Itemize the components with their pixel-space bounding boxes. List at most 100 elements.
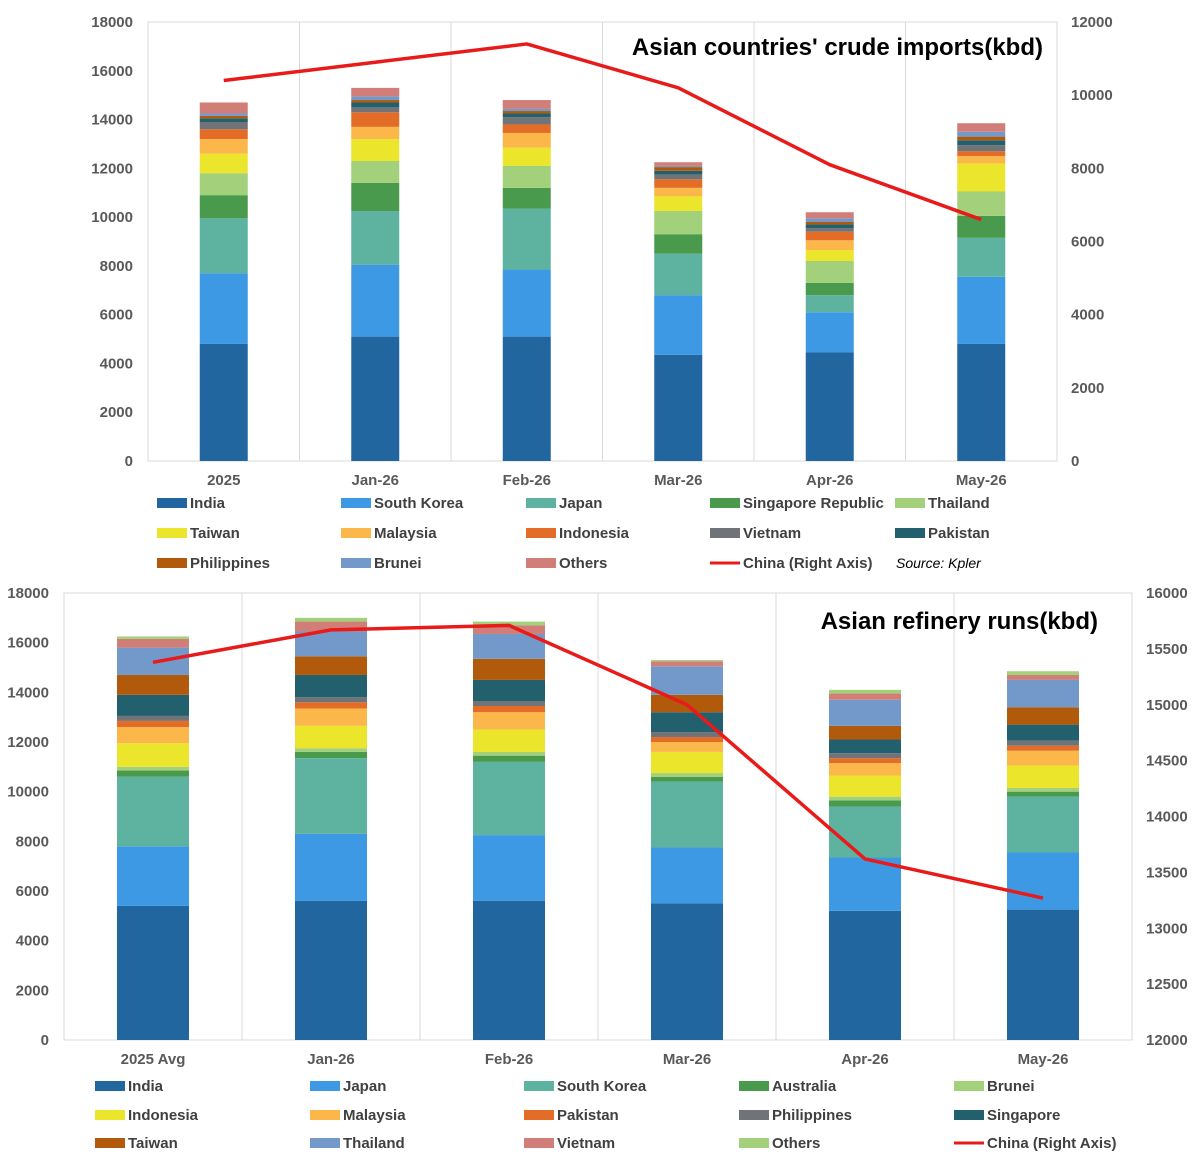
left-axis-tick-label: 8000 [16,833,49,850]
bar-segment-thailand [473,633,545,659]
bar-segment-taiwan [1007,707,1079,725]
legend-swatch-taiwan [95,1138,125,1148]
legend-swatch-malaysia [310,1110,340,1120]
bar-segment-malaysia [295,708,367,726]
left-axis-tick-label: 18000 [7,585,49,602]
bar-segment-indonesia [829,775,901,797]
bar-segment-malaysia [654,187,703,197]
bar-segment-philippines [295,697,367,703]
bar-segment-philippines [502,111,551,114]
bar-segment-philippines [473,701,545,706]
bar-segment-singapore [651,712,723,733]
legend-swatch-singapore-republic [710,498,740,508]
bar-segment-malaysia [502,132,551,148]
bar-segment-south-korea [502,269,551,337]
left-axis-tick-label: 16000 [7,635,49,652]
legend-swatch-pakistan [895,528,925,538]
bar-segment-pakistan [117,720,189,728]
legend-swatch-south-korea [524,1081,554,1091]
bar-segment-pakistan [654,170,703,175]
legend-label-pakistan: Pakistan [928,525,990,542]
bar-segment-south-korea [805,312,854,353]
bar-segment-indonesia [502,124,551,133]
right-axis-tick-label: 4000 [1071,307,1104,324]
bar-segment-vietnam [473,625,545,634]
legend-label-singapore-republic: Singapore Republic [743,495,884,512]
right-axis-tick-label: 13000 [1146,920,1188,937]
bar-segment-pakistan [351,102,400,108]
china-line [223,42,982,222]
bar-segment-indonesia [295,725,367,749]
legend-label-japan: Japan [559,495,602,512]
category-label: 2025 Avg [121,1051,186,1068]
bar-segment-japan [295,833,367,901]
bar-segment-india [805,352,854,461]
bar-segment-malaysia [1007,750,1079,766]
bar-segment-japan [654,253,703,296]
category-label: Apr-26 [806,472,854,489]
bar-segment-japan [351,211,400,265]
legend-label-malaysia: Malaysia [374,525,437,542]
bar-segment-brunei [473,751,545,756]
category-label: Jan-26 [307,1051,355,1068]
left-axis-tick-label: 16000 [91,63,133,80]
legend-label-australia: Australia [772,1078,837,1095]
bar-segment-australia [829,800,901,807]
bar-segment-japan [829,857,901,911]
left-axis-tick-label: 12000 [91,160,133,177]
bar-segment-others [502,100,551,109]
left-axis-tick-label: 6000 [16,883,49,900]
legend-swatch-philippines [739,1110,769,1120]
bar-segment-india [829,910,901,1040]
bar-segment-vietnam [295,621,367,632]
bar-segment-brunei [1007,787,1079,792]
bar-segment-brunei [117,766,189,771]
bar-segment-brunei [805,218,854,222]
bar-segment-japan [502,208,551,270]
bar-segment-taiwan [957,163,1006,192]
legend-label-south-korea: South Korea [557,1078,647,1095]
bar-segment-vietnam [829,693,901,700]
bar-segment-brunei [295,748,367,752]
right-axis-tick-label: 13500 [1146,864,1188,881]
bar-segment-others [117,636,189,639]
legend-swatch-taiwan [157,528,187,538]
bar-segment-taiwan [829,725,901,740]
category-label: 2025 [207,472,240,489]
refinery-runs-chart-panel: 0 2000 4000 6000 8000 10000 12000 14000 16000 180… [0,578,1200,1168]
legend-label-pakistan: Pakistan [557,1107,619,1124]
bar-segment-vietnam [199,121,248,130]
bar-segment-india [117,905,189,1040]
bar-segment-pakistan [1007,745,1079,751]
legend-label-china-right-axis: China (Right Axis) [743,555,872,572]
bar-segment-indonesia [654,179,703,188]
legend-label-thailand: Thailand [928,495,990,512]
bar-segment-philippines [199,115,248,119]
legend-label-china-right-axis: China (Right Axis) [987,1135,1116,1152]
left-axis-tick-label: 14000 [7,684,49,701]
bar-segment-south-korea [829,806,901,858]
bar-segment-brunei [654,165,703,168]
bar-segment-indonesia [1007,765,1079,788]
left-axis-tick-label: 2000 [16,982,49,999]
bar-segment-japan [805,295,854,313]
bar-segment-indonesia [199,129,248,140]
right-axis-tick-label: 10000 [1071,87,1113,104]
bar-segment-taiwan [351,139,400,162]
right-axis-tick-label: 6000 [1071,234,1104,251]
bar-segment-malaysia [199,139,248,154]
legend-swatch-india [157,498,187,508]
right-axis-tick-label: 8000 [1071,160,1104,177]
bar-segment-south-korea [351,264,400,337]
bar-segment-south-korea [957,276,1006,344]
bar-segment-malaysia [117,727,189,744]
bar-segment-thailand [651,666,723,695]
bar-segment-indonesia [473,729,545,752]
bar-segment-india [199,343,248,461]
legend-swatch-philippines [157,558,187,568]
legend-label-vietnam: Vietnam [557,1135,615,1152]
bar-segment-vietnam [654,174,703,180]
left-axis-tick-label: 6000 [100,307,133,324]
bar-segment-thailand [1007,679,1079,708]
bar-segment-malaysia [473,712,545,730]
